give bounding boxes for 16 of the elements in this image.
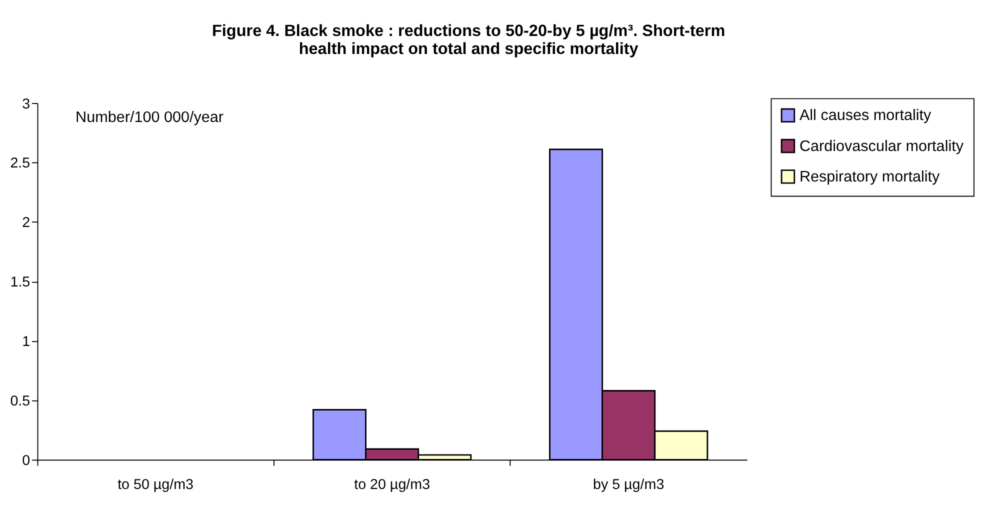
text: Figure 4. Black smoke : reductions to 50-20-by 5 µg/m³. Short-term: [212, 22, 726, 40]
y-tick-label: 2: [22, 215, 30, 232]
x-tick-label: by 5 µg/m3: [592, 476, 664, 493]
legend-label: Respiratory mortality: [799, 168, 940, 186]
y-tick-label: 1.5: [10, 274, 30, 291]
x-tick-label: to 50 µg/m3: [118, 476, 194, 493]
legend-label: All causes mortality: [799, 107, 932, 124]
text: health impact on total and specific mortality: [298, 40, 638, 58]
y-tick-label: 0: [22, 452, 30, 469]
y-tick-label: 1: [22, 334, 30, 350]
y-tick-label: 3: [22, 96, 30, 112]
x-tick-label: to 20 µg/m3: [354, 476, 430, 493]
legend-label: Cardiovascular mortality: [799, 138, 964, 155]
y-tick-label: 2.5: [10, 156, 30, 172]
y-tick-label: 0.5: [10, 393, 30, 410]
annotation: Number/100 000/year: [76, 109, 224, 126]
